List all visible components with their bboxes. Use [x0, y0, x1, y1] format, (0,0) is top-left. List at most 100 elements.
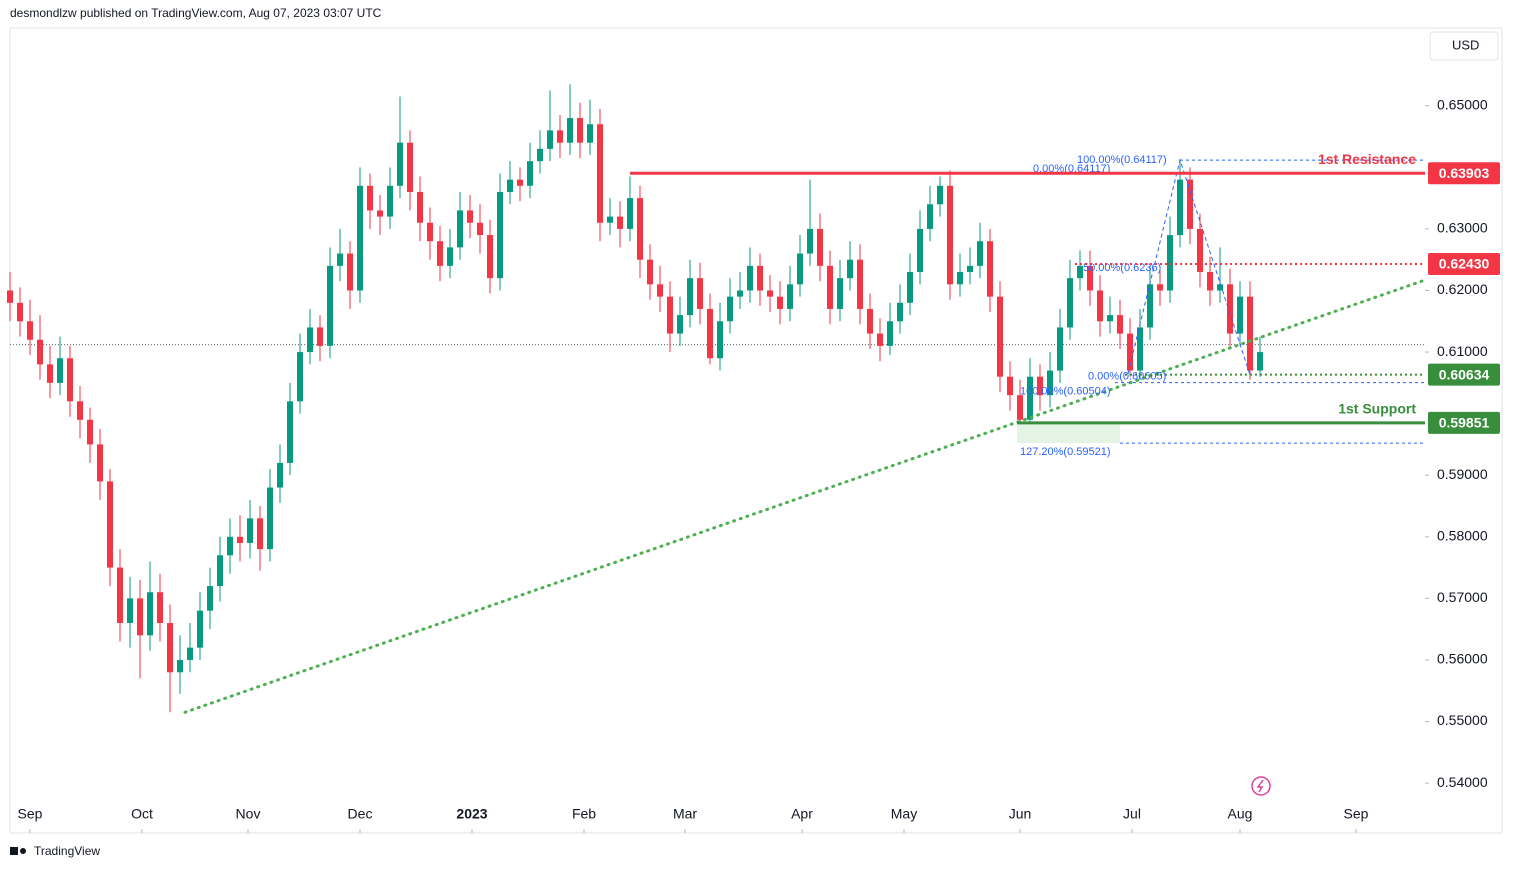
- candle-body: [867, 308, 873, 334]
- level-label: 0.60634: [1439, 366, 1490, 382]
- x-tick-label: Sep: [18, 806, 43, 822]
- icon[interactable]: [1251, 776, 1271, 796]
- candle-body: [777, 296, 783, 309]
- candle-body: [847, 259, 853, 279]
- support-zone: [1017, 422, 1120, 444]
- candle-body: [1017, 395, 1023, 420]
- candle-body: [157, 592, 163, 624]
- fib-label: 0.00%(0.60605): [1088, 370, 1166, 382]
- candle-body: [207, 586, 213, 611]
- candle-body: [357, 185, 363, 291]
- candle-body: [987, 241, 993, 297]
- candle-body: [577, 118, 583, 143]
- candle-body: [757, 265, 763, 291]
- x-tick-label: Mar: [673, 806, 697, 822]
- candle-body: [87, 419, 93, 445]
- candle-body: [787, 284, 793, 309]
- candle-body: [557, 130, 563, 143]
- candle-body: [57, 358, 63, 383]
- candle-body: [1157, 284, 1163, 291]
- candle-body: [177, 659, 183, 673]
- candle-body: [877, 333, 883, 346]
- currency: USD: [1452, 37, 1479, 52]
- header: desmondlzw published on TradingView.com,…: [10, 6, 382, 20]
- candle-body: [307, 327, 313, 353]
- footer: TradingView: [34, 844, 100, 858]
- candle-body: [257, 518, 263, 550]
- frame: [9, 27, 1503, 834]
- candle-body: [567, 118, 573, 143]
- candle-body: [1037, 376, 1043, 396]
- candle-body: [277, 462, 283, 488]
- y-tick-label: 0.63000: [1437, 220, 1488, 236]
- level-label-box: [1428, 411, 1500, 434]
- candle-body: [137, 598, 143, 636]
- x-tick-label: Jul: [1123, 806, 1141, 822]
- y-tick-label: 0.57000: [1437, 589, 1488, 605]
- candle-body: [377, 210, 383, 217]
- candle-body: [1087, 265, 1093, 291]
- candle-body: [647, 259, 653, 285]
- candle-body: [287, 401, 293, 463]
- x-tick-label: Sep: [1344, 806, 1369, 822]
- candle-body: [247, 518, 253, 543]
- candle-body: [77, 401, 83, 420]
- candle-body: [937, 185, 943, 205]
- level-label-box: [1428, 363, 1500, 386]
- candle-body: [467, 210, 473, 223]
- candle-body: [417, 191, 423, 223]
- candle-body: [1057, 327, 1063, 371]
- candle-body: [1247, 296, 1253, 371]
- candle-body: [1007, 376, 1013, 396]
- candle-body: [167, 623, 173, 673]
- fib-label: 50.00%(0.6236): [1083, 262, 1161, 274]
- candle-body: [1077, 265, 1083, 279]
- candle-body: [427, 222, 433, 242]
- candle-body: [687, 278, 693, 316]
- x-tick-label: Apr: [791, 806, 813, 822]
- candle-body: [627, 198, 633, 229]
- y-tick-label: 0.65000: [1437, 96, 1488, 112]
- candle-body: [727, 296, 733, 322]
- y-tick-label: 0.59000: [1437, 466, 1488, 482]
- candle-body: [487, 235, 493, 279]
- y-tick-label: 0.58000: [1437, 528, 1488, 544]
- candle-body: [1097, 290, 1103, 322]
- candle-body: [297, 352, 303, 402]
- candle-body: [677, 315, 683, 334]
- candle-body: [747, 265, 753, 291]
- candle-body: [837, 278, 843, 309]
- candle-body: [1207, 272, 1213, 291]
- currency-box[interactable]: [1429, 31, 1499, 61]
- candle-body: [947, 185, 953, 285]
- candle-body: [127, 598, 133, 624]
- level-label: 0.62430: [1439, 256, 1490, 272]
- candle-body: [1187, 179, 1193, 229]
- candle-body: [1107, 315, 1113, 322]
- level-label: 0.63903: [1439, 165, 1490, 181]
- candle-body: [317, 327, 323, 346]
- candle-body: [1027, 376, 1033, 420]
- x-tick-label: Aug: [1228, 806, 1253, 822]
- candle-body: [827, 265, 833, 309]
- annotation: 1st Resistance: [1318, 151, 1416, 167]
- candle-body: [347, 253, 353, 291]
- candle-body: [117, 567, 123, 624]
- candle-body: [977, 241, 983, 266]
- candle-body: [607, 216, 613, 223]
- x-tick-label: Feb: [572, 806, 596, 822]
- candle-body: [707, 308, 713, 359]
- candle-body: [37, 339, 43, 365]
- candle-body: [1067, 278, 1073, 328]
- candle-body: [367, 185, 373, 211]
- candle-body: [337, 253, 343, 266]
- candle-body: [907, 272, 913, 303]
- fib-label: 100.00%(0.64117): [1077, 154, 1167, 166]
- candle-body: [857, 259, 863, 309]
- candle-body: [887, 321, 893, 346]
- candle-body: [1257, 352, 1263, 371]
- candle-body: [697, 278, 703, 309]
- y-tick-label: 0.55000: [1437, 712, 1488, 728]
- candle-body: [637, 198, 643, 260]
